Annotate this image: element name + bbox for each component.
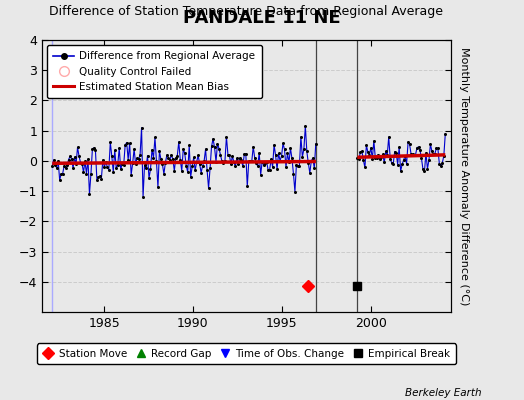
Title: Difference of Station Temperature Data from Regional Average: Difference of Station Temperature Data f… bbox=[49, 5, 443, 18]
Text: PANDALE 11 NE: PANDALE 11 NE bbox=[183, 9, 341, 27]
Y-axis label: Monthly Temperature Anomaly Difference (°C): Monthly Temperature Anomaly Difference (… bbox=[460, 47, 470, 305]
Legend: Station Move, Record Gap, Time of Obs. Change, Empirical Break: Station Move, Record Gap, Time of Obs. C… bbox=[37, 344, 456, 364]
Text: Berkeley Earth: Berkeley Earth bbox=[406, 388, 482, 398]
